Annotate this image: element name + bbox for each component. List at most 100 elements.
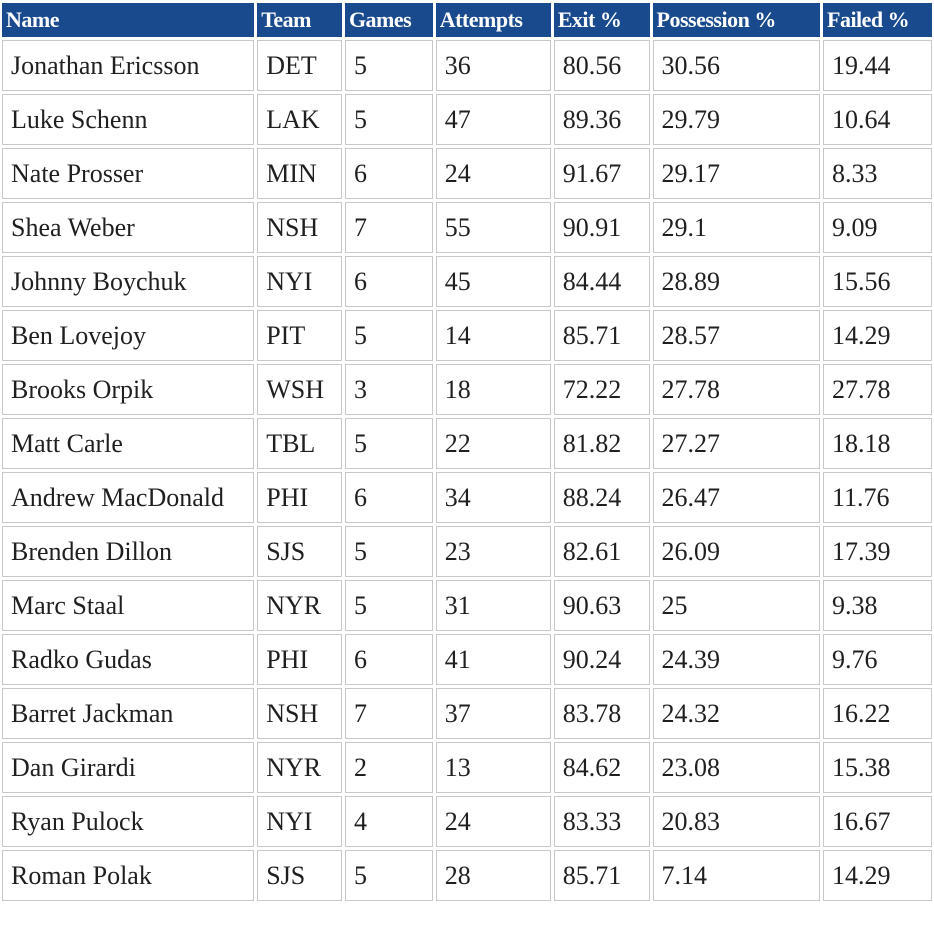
cell-attempts: 47: [435, 94, 551, 145]
cell-team: DET: [257, 40, 342, 91]
cell-name: Marc Staal: [2, 580, 255, 631]
cell-name: Luke Schenn: [2, 94, 255, 145]
cell-attempts: 24: [435, 796, 551, 847]
cell-exit-pct: 90.63: [553, 580, 650, 631]
cell-exit-pct: 85.71: [553, 850, 650, 901]
cell-games: 7: [344, 688, 433, 739]
cell-team: PHI: [257, 634, 342, 685]
cell-exit-pct: 84.44: [553, 256, 650, 307]
cell-failed-pct: 11.76: [823, 472, 932, 523]
cell-failed-pct: 19.44: [823, 40, 932, 91]
cell-attempts: 45: [435, 256, 551, 307]
cell-failed-pct: 14.29: [823, 850, 932, 901]
table-row: Matt Carle TBL 5 22 81.82 27.27 18.18: [2, 418, 932, 469]
cell-possession-pct: 23.08: [652, 742, 820, 793]
cell-failed-pct: 27.78: [823, 364, 932, 415]
cell-games: 7: [344, 202, 433, 253]
cell-exit-pct: 91.67: [553, 148, 650, 199]
table-header: Name Team Games Attempts Exit % Possessi…: [2, 3, 932, 37]
cell-failed-pct: 15.56: [823, 256, 932, 307]
cell-name: Nate Prosser: [2, 148, 255, 199]
cell-games: 5: [344, 526, 433, 577]
cell-failed-pct: 9.76: [823, 634, 932, 685]
cell-games: 2: [344, 742, 433, 793]
cell-failed-pct: 10.64: [823, 94, 932, 145]
cell-team: NSH: [257, 202, 342, 253]
cell-name: Shea Weber: [2, 202, 255, 253]
cell-attempts: 18: [435, 364, 551, 415]
header-possession-pct[interactable]: Possession %: [652, 3, 820, 37]
table-row: Dan Girardi NYR 2 13 84.62 23.08 15.38: [2, 742, 932, 793]
cell-games: 6: [344, 256, 433, 307]
cell-failed-pct: 9.38: [823, 580, 932, 631]
cell-attempts: 41: [435, 634, 551, 685]
cell-exit-pct: 84.62: [553, 742, 650, 793]
table-body: Jonathan Ericsson DET 5 36 80.56 30.56 19.44 Lu…: [2, 40, 932, 901]
cell-team: PIT: [257, 310, 342, 361]
header-games[interactable]: Games: [344, 3, 433, 37]
cell-failed-pct: 16.22: [823, 688, 932, 739]
cell-team: TBL: [257, 418, 342, 469]
cell-exit-pct: 83.33: [553, 796, 650, 847]
cell-possession-pct: 24.32: [652, 688, 820, 739]
cell-exit-pct: 90.24: [553, 634, 650, 685]
header-name[interactable]: Name: [2, 3, 255, 37]
cell-name: Jonathan Ericsson: [2, 40, 255, 91]
cell-name: Ryan Pulock: [2, 796, 255, 847]
cell-name: Radko Gudas: [2, 634, 255, 685]
table-row: Brenden Dillon SJS 5 23 82.61 26.09 17.39: [2, 526, 932, 577]
cell-possession-pct: 7.14: [652, 850, 820, 901]
table-row: Barret Jackman NSH 7 37 83.78 24.32 16.22: [2, 688, 932, 739]
table-row: Nate Prosser MIN 6 24 91.67 29.17 8.33: [2, 148, 932, 199]
cell-possession-pct: 28.89: [652, 256, 820, 307]
cell-name: Brooks Orpik: [2, 364, 255, 415]
cell-name: Johnny Boychuk: [2, 256, 255, 307]
cell-attempts: 37: [435, 688, 551, 739]
cell-exit-pct: 83.78: [553, 688, 650, 739]
cell-team: SJS: [257, 850, 342, 901]
cell-failed-pct: 18.18: [823, 418, 932, 469]
cell-name: Dan Girardi: [2, 742, 255, 793]
cell-attempts: 34: [435, 472, 551, 523]
cell-possession-pct: 27.78: [652, 364, 820, 415]
table-row: Jonathan Ericsson DET 5 36 80.56 30.56 19.44: [2, 40, 932, 91]
cell-possession-pct: 24.39: [652, 634, 820, 685]
table-row: Ben Lovejoy PIT 5 14 85.71 28.57 14.29: [2, 310, 932, 361]
cell-possession-pct: 29.17: [652, 148, 820, 199]
cell-team: NSH: [257, 688, 342, 739]
cell-games: 5: [344, 310, 433, 361]
cell-games: 5: [344, 850, 433, 901]
cell-name: Ben Lovejoy: [2, 310, 255, 361]
cell-team: WSH: [257, 364, 342, 415]
cell-games: 4: [344, 796, 433, 847]
header-team[interactable]: Team: [257, 3, 342, 37]
table-row: Roman Polak SJS 5 28 85.71 7.14 14.29: [2, 850, 932, 901]
cell-exit-pct: 85.71: [553, 310, 650, 361]
cell-team: MIN: [257, 148, 342, 199]
cell-attempts: 13: [435, 742, 551, 793]
cell-failed-pct: 9.09: [823, 202, 932, 253]
cell-attempts: 14: [435, 310, 551, 361]
cell-failed-pct: 16.67: [823, 796, 932, 847]
cell-team: PHI: [257, 472, 342, 523]
cell-possession-pct: 26.09: [652, 526, 820, 577]
cell-possession-pct: 29.79: [652, 94, 820, 145]
cell-name: Barret Jackman: [2, 688, 255, 739]
table-row: Brooks Orpik WSH 3 18 72.22 27.78 27.78: [2, 364, 932, 415]
cell-team: NYI: [257, 256, 342, 307]
cell-attempts: 23: [435, 526, 551, 577]
cell-games: 5: [344, 418, 433, 469]
table-row: Andrew MacDonald PHI 6 34 88.24 26.47 11.76: [2, 472, 932, 523]
table-row: Radko Gudas PHI 6 41 90.24 24.39 9.76: [2, 634, 932, 685]
cell-possession-pct: 27.27: [652, 418, 820, 469]
header-exit-pct[interactable]: Exit %: [553, 3, 650, 37]
cell-team: LAK: [257, 94, 342, 145]
cell-attempts: 55: [435, 202, 551, 253]
cell-attempts: 24: [435, 148, 551, 199]
cell-games: 3: [344, 364, 433, 415]
header-failed-pct[interactable]: Failed %: [823, 3, 932, 37]
table-row: Johnny Boychuk NYI 6 45 84.44 28.89 15.56: [2, 256, 932, 307]
header-attempts[interactable]: Attempts: [435, 3, 551, 37]
table-row: Marc Staal NYR 5 31 90.63 25 9.38: [2, 580, 932, 631]
cell-possession-pct: 26.47: [652, 472, 820, 523]
